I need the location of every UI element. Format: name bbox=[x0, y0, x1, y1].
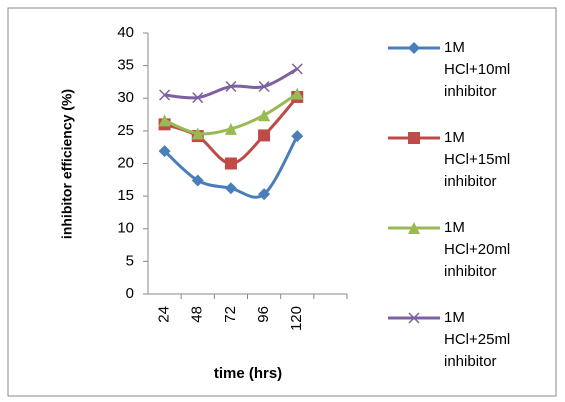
data-point bbox=[291, 63, 303, 75]
legend-label: 1M HCl+15ml inhibitor bbox=[444, 129, 511, 190]
data-point bbox=[192, 92, 204, 104]
legend-marker bbox=[408, 222, 420, 234]
data-point bbox=[258, 109, 271, 122]
y-tick-label: 5 bbox=[126, 252, 134, 269]
data-point bbox=[191, 127, 204, 140]
y-tick-label: 0 bbox=[126, 285, 134, 302]
legend-label: 1M HCl+20ml inhibitor bbox=[444, 219, 511, 280]
legend-marker bbox=[408, 312, 420, 324]
y-tick-label: 20 bbox=[117, 154, 134, 171]
series-line bbox=[164, 67, 298, 100]
x-tick-label: 24 bbox=[156, 306, 173, 323]
x-tick-label: 96 bbox=[255, 306, 272, 323]
y-tick-label: 40 bbox=[117, 24, 134, 41]
x-tick-label: 48 bbox=[189, 306, 206, 323]
data-point bbox=[159, 89, 171, 101]
y-axis-title: inhibitor efficiency (%) bbox=[59, 89, 75, 239]
data-point bbox=[191, 174, 204, 187]
legend-label: 1M HCl+25ml inhibitor bbox=[444, 309, 511, 370]
data-point bbox=[225, 80, 237, 93]
y-tick-label: 15 bbox=[117, 187, 134, 204]
y-tick-label: 10 bbox=[117, 220, 134, 237]
data-point bbox=[224, 122, 237, 135]
y-tick-label: 25 bbox=[117, 122, 134, 139]
data-point bbox=[258, 188, 271, 201]
y-tick-label: 35 bbox=[117, 57, 134, 74]
legend-marker bbox=[408, 132, 420, 144]
data-point bbox=[224, 182, 237, 195]
data-point bbox=[291, 130, 304, 143]
chart-border bbox=[7, 7, 557, 397]
data-point bbox=[158, 114, 171, 127]
x-tick-label: 120 bbox=[288, 306, 305, 331]
data-point bbox=[158, 145, 171, 158]
legend-label: 1M HCl+10ml inhibitor bbox=[444, 39, 511, 100]
data-point bbox=[291, 87, 304, 100]
data-point bbox=[224, 157, 237, 170]
y-tick-label: 30 bbox=[117, 89, 134, 106]
data-point bbox=[258, 129, 271, 142]
data-point bbox=[258, 80, 270, 93]
legend-marker bbox=[408, 42, 420, 54]
x-axis-title: time (hrs) bbox=[214, 365, 282, 382]
x-tick-label: 72 bbox=[222, 306, 239, 323]
